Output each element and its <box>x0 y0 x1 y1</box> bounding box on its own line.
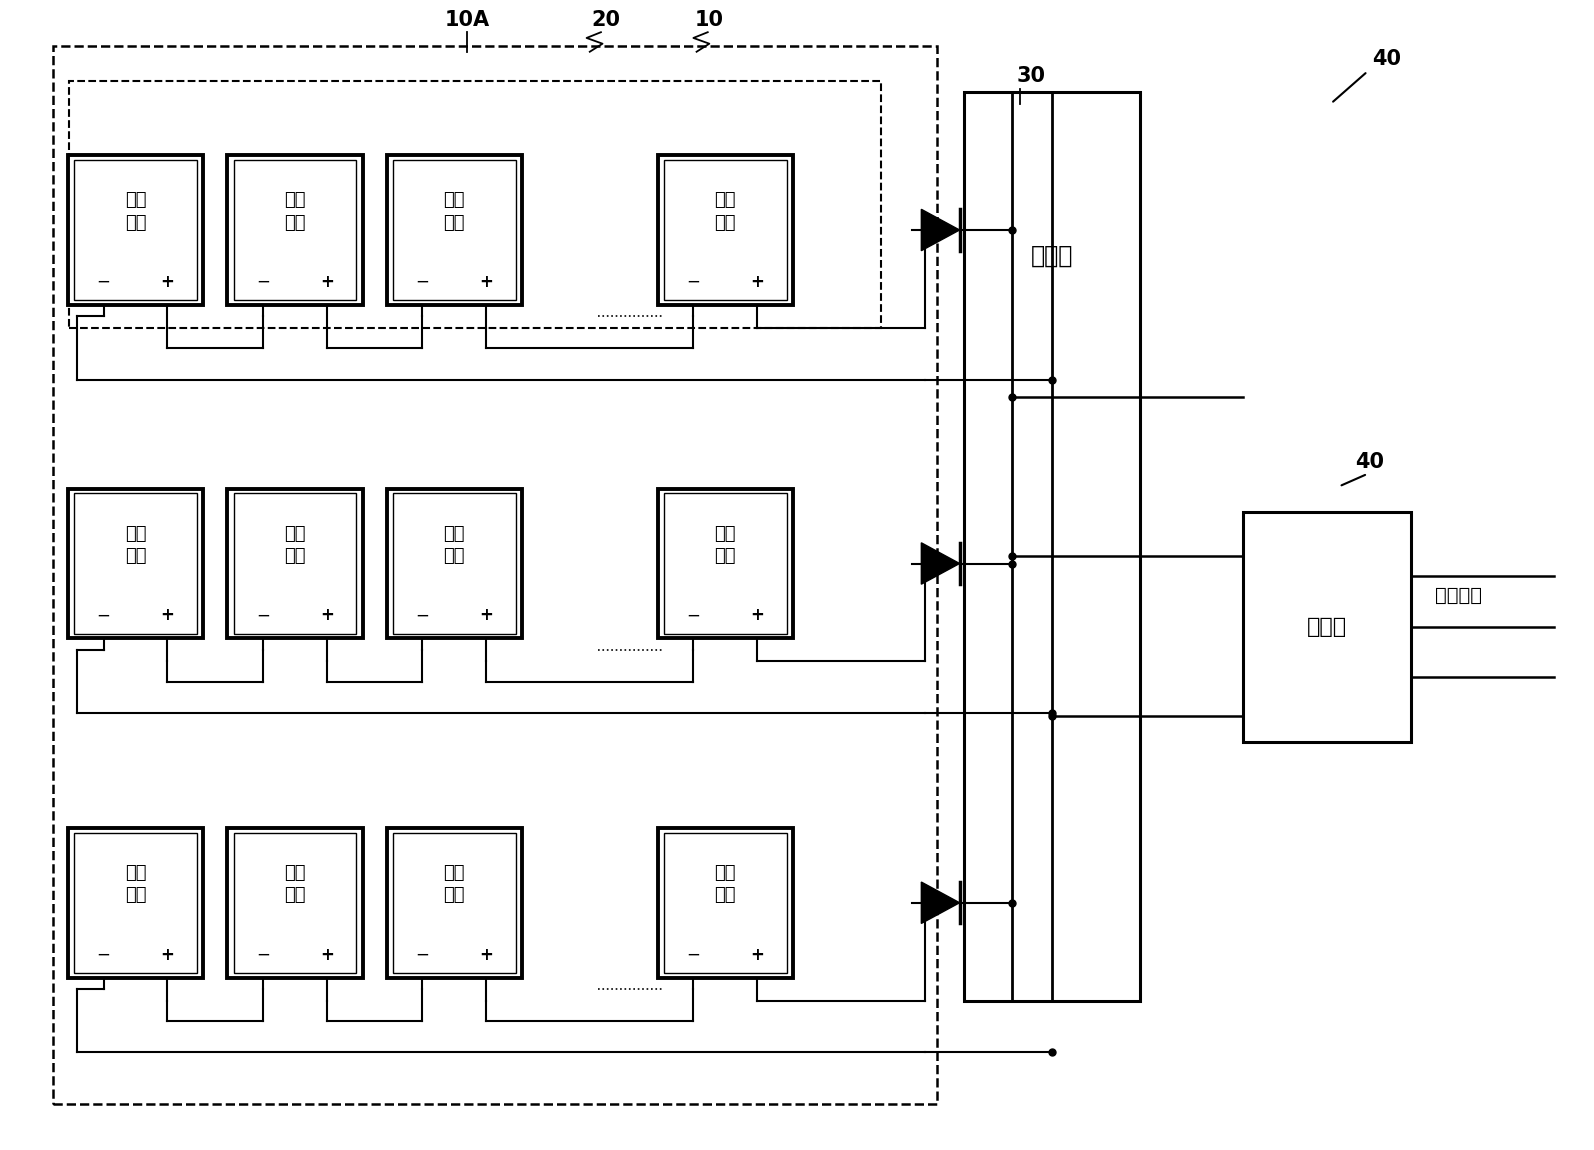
FancyBboxPatch shape <box>226 828 362 978</box>
Text: −: − <box>687 273 700 291</box>
Text: −: − <box>416 273 429 291</box>
FancyBboxPatch shape <box>386 489 521 638</box>
FancyBboxPatch shape <box>964 92 1140 1000</box>
FancyBboxPatch shape <box>69 828 204 978</box>
Text: 20: 20 <box>591 10 620 30</box>
Text: −: − <box>416 945 429 964</box>
FancyBboxPatch shape <box>386 155 521 305</box>
Text: +: + <box>320 606 333 624</box>
Text: 光伏
模块: 光伏 模块 <box>284 526 306 565</box>
Text: 光伏
模块: 光伏 模块 <box>714 865 736 904</box>
Text: +: + <box>480 273 493 291</box>
Text: 40: 40 <box>1372 49 1401 69</box>
FancyBboxPatch shape <box>75 493 198 634</box>
Text: 光伏
模块: 光伏 模块 <box>443 526 465 565</box>
Text: 10: 10 <box>695 10 724 30</box>
Polygon shape <box>921 543 960 584</box>
Text: +: + <box>751 606 764 624</box>
FancyBboxPatch shape <box>658 155 794 305</box>
Text: 系统互连: 系统互连 <box>1435 586 1481 605</box>
Text: +: + <box>320 273 333 291</box>
Text: 连接板: 连接板 <box>1031 244 1073 268</box>
Text: +: + <box>161 945 174 964</box>
Text: +: + <box>480 945 493 964</box>
Text: −: − <box>687 606 700 624</box>
FancyBboxPatch shape <box>392 160 515 300</box>
Polygon shape <box>921 209 960 251</box>
Text: +: + <box>480 606 493 624</box>
Text: 光伏
模块: 光伏 模块 <box>284 865 306 904</box>
Text: 光伏
模块: 光伏 模块 <box>443 192 465 231</box>
FancyBboxPatch shape <box>658 489 794 638</box>
Text: 逆变器: 逆变器 <box>1307 616 1347 637</box>
Text: +: + <box>320 945 333 964</box>
Text: −: − <box>97 273 110 291</box>
FancyBboxPatch shape <box>69 489 204 638</box>
FancyBboxPatch shape <box>1243 512 1411 742</box>
FancyBboxPatch shape <box>665 833 787 973</box>
Text: 光伏
模块: 光伏 模块 <box>714 526 736 565</box>
FancyBboxPatch shape <box>233 493 357 634</box>
Text: 光伏
模块: 光伏 模块 <box>124 192 147 231</box>
FancyBboxPatch shape <box>226 489 362 638</box>
Text: 10A: 10A <box>445 10 489 30</box>
Text: 光伏
模块: 光伏 模块 <box>443 865 465 904</box>
Text: −: − <box>97 945 110 964</box>
FancyBboxPatch shape <box>69 155 204 305</box>
Text: −: − <box>97 606 110 624</box>
FancyBboxPatch shape <box>233 833 357 973</box>
Text: −: − <box>687 945 700 964</box>
FancyBboxPatch shape <box>392 493 515 634</box>
FancyBboxPatch shape <box>392 833 515 973</box>
FancyBboxPatch shape <box>233 160 357 300</box>
FancyBboxPatch shape <box>226 155 362 305</box>
Text: −: − <box>257 945 269 964</box>
FancyBboxPatch shape <box>665 160 787 300</box>
Text: −: − <box>257 606 269 624</box>
Text: 光伏
模块: 光伏 模块 <box>124 865 147 904</box>
FancyBboxPatch shape <box>658 828 794 978</box>
FancyBboxPatch shape <box>665 493 787 634</box>
Text: −: − <box>416 606 429 624</box>
Text: 光伏
模块: 光伏 模块 <box>714 192 736 231</box>
Text: 40: 40 <box>1355 452 1384 472</box>
Text: 30: 30 <box>1017 67 1046 86</box>
FancyBboxPatch shape <box>386 828 521 978</box>
FancyBboxPatch shape <box>75 160 198 300</box>
Text: +: + <box>161 606 174 624</box>
Polygon shape <box>921 882 960 923</box>
Text: 光伏
模块: 光伏 模块 <box>284 192 306 231</box>
Text: +: + <box>751 273 764 291</box>
FancyBboxPatch shape <box>75 833 198 973</box>
Text: +: + <box>751 945 764 964</box>
Text: +: + <box>161 273 174 291</box>
Text: −: − <box>257 273 269 291</box>
Text: 光伏
模块: 光伏 模块 <box>124 526 147 565</box>
